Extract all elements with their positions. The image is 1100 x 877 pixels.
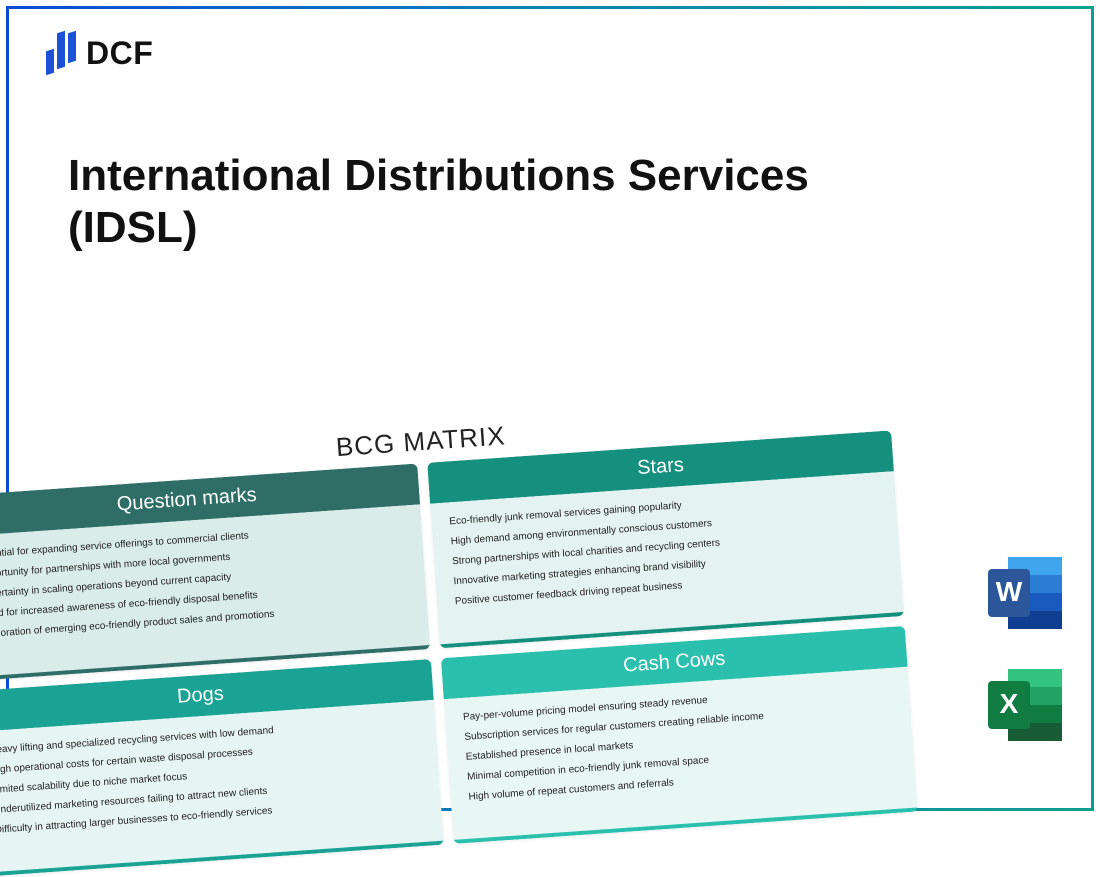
quadrant-body: Pay-per-volume pricing model ensuring st… [444,667,918,844]
logo: DCF [46,32,153,74]
word-letter: W [996,576,1023,607]
quadrant-body: Potential for expanding service offering… [0,504,430,681]
quadrant-dogs: Dogs Heavy lifting and specialized recyc… [0,659,444,877]
page-title: International Distributions Services (ID… [68,150,948,254]
app-icons: W X [984,551,1068,747]
excel-icon: X [984,663,1068,747]
logo-text: DCF [86,35,153,72]
matrix-grid: Question marks Potential for expanding s… [0,430,918,877]
quadrant-question-marks: Question marks Potential for expanding s… [0,463,430,681]
excel-letter: X [1000,688,1019,719]
quadrant-cash-cows: Cash Cows Pay-per-volume pricing model e… [441,626,918,844]
quadrant-stars: Stars Eco-friendly junk removal services… [427,430,904,648]
quadrant-body: Eco-friendly junk removal services gaini… [430,471,904,648]
quadrant-body: Heavy lifting and specialized recycling … [0,700,444,877]
logo-bars-icon [46,32,76,74]
word-icon: W [984,551,1068,635]
bcg-matrix: BCG MATRIX Question marks Potential for … [0,393,918,877]
